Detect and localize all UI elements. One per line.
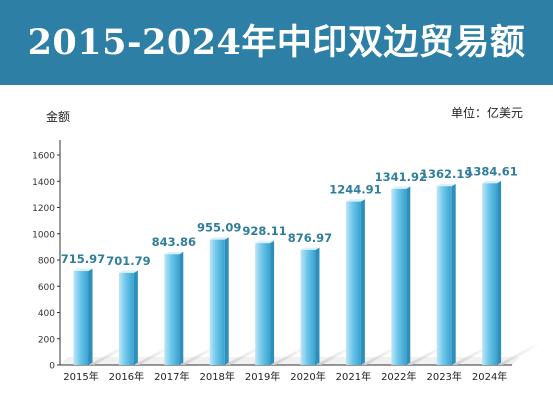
bar — [391, 188, 407, 365]
x-tick-label: 2017年 — [154, 370, 189, 383]
bar — [209, 239, 225, 365]
bar-side — [270, 240, 275, 365]
y-tick-label: 400 — [38, 309, 55, 319]
bar-top — [436, 183, 456, 187]
bar-top — [164, 251, 184, 255]
bar-value-label: 955.09 — [197, 221, 241, 235]
bar — [345, 201, 361, 365]
y-tick-label: 1200 — [32, 204, 55, 214]
bar-top — [482, 180, 502, 184]
y-tick-label: 200 — [38, 335, 55, 345]
x-tick-label: 2015年 — [63, 370, 98, 383]
x-tick-label: 2019年 — [245, 370, 280, 383]
bar-side — [224, 237, 229, 365]
bar-side — [179, 251, 184, 365]
bar — [118, 272, 134, 365]
bar-value-label: 928.11 — [242, 224, 286, 238]
y-tick-label: 800 — [38, 257, 55, 267]
bar-side — [88, 268, 93, 365]
bar-value-label: 1341.92 — [375, 170, 427, 184]
x-tick-label: 2023年 — [426, 370, 461, 383]
bar — [255, 243, 271, 365]
x-tick-label: 2024年 — [472, 370, 507, 383]
bar — [482, 183, 498, 365]
x-tick-label: 2018年 — [199, 370, 234, 383]
title-banner: 2015-2024年中印双边贸易额 — [0, 0, 553, 85]
x-tick-label: 2021年 — [336, 370, 371, 383]
bar — [164, 254, 180, 365]
bar-top — [73, 268, 93, 272]
bar-top — [209, 237, 229, 240]
bar-top — [300, 247, 320, 250]
bar-value-label: 715.97 — [61, 252, 105, 266]
x-tick-label: 2020年 — [290, 370, 325, 383]
bar — [73, 271, 89, 365]
y-tick-label: 600 — [38, 283, 55, 293]
y-tick-label: 0 — [49, 362, 55, 372]
y-tick-label: 1600 — [32, 152, 55, 162]
bar-side — [360, 199, 365, 365]
bar-value-label: 876.97 — [288, 231, 332, 245]
y-axis-label: 金额 — [46, 110, 71, 124]
bar-top — [345, 199, 365, 202]
y-tick-label: 1400 — [32, 178, 55, 188]
bar — [300, 249, 316, 365]
bar-value-label: 1244.91 — [329, 183, 381, 197]
bar-side — [133, 270, 138, 365]
bar — [436, 186, 452, 365]
bar-top — [255, 240, 275, 244]
bar-shadow — [497, 343, 544, 365]
bar-value-label: 1384.61 — [465, 164, 517, 178]
bar-value-label: 1362.19 — [420, 167, 472, 181]
bar-value-label: 843.86 — [152, 235, 196, 249]
bar-top — [118, 270, 138, 273]
bar-top — [391, 186, 411, 189]
x-tick-label: 2022年 — [381, 370, 416, 383]
bar-side — [497, 180, 502, 365]
bar-side — [315, 247, 320, 365]
y-tick-label: 1000 — [32, 230, 55, 240]
bar-value-label: 701.79 — [106, 254, 150, 268]
unit-label: 单位：亿美元 — [450, 106, 523, 120]
x-tick-label: 2016年 — [109, 370, 144, 383]
chart-title: 2015-2024年中印双边贸易额 — [27, 22, 526, 63]
bar-side — [406, 186, 411, 365]
bar-side — [451, 183, 456, 365]
